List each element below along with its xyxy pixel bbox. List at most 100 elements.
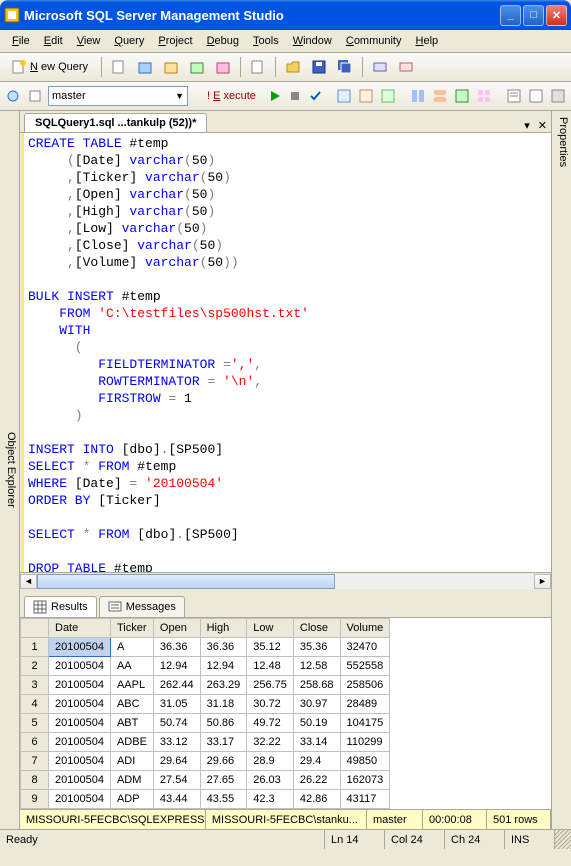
cell[interactable]: 50.74 <box>153 714 200 733</box>
menu-query[interactable]: Query <box>108 33 150 49</box>
table-row[interactable]: 820100504ADM27.5427.6526.0326.22162073 <box>21 771 390 790</box>
maximize-button[interactable]: □ <box>523 5 544 26</box>
col-header[interactable]: High <box>200 619 247 638</box>
stop-button[interactable] <box>287 85 303 107</box>
tb2-btn-2[interactable] <box>26 85 44 107</box>
tb2-btn-5[interactable] <box>379 85 397 107</box>
col-header[interactable]: Low <box>247 619 294 638</box>
cell[interactable]: 104175 <box>340 714 390 733</box>
cell[interactable]: 263.29 <box>200 676 247 695</box>
cell[interactable]: 9 <box>21 790 49 809</box>
execute-button[interactable]: ! Execute <box>200 87 263 105</box>
results-grid[interactable]: DateTickerOpenHighLowCloseVolume12010050… <box>20 618 551 809</box>
cell[interactable]: 256.75 <box>247 676 294 695</box>
tb2-btn-1[interactable] <box>4 85 22 107</box>
cell[interactable]: 12.58 <box>293 657 340 676</box>
cell[interactable]: ADI <box>110 752 153 771</box>
cell[interactable]: 30.97 <box>293 695 340 714</box>
cell[interactable]: 1 <box>21 638 49 657</box>
cell[interactable]: 258506 <box>340 676 390 695</box>
cell[interactable]: 4 <box>21 695 49 714</box>
save-button[interactable] <box>308 56 330 78</box>
cell[interactable]: 35.36 <box>293 638 340 657</box>
cell[interactable]: 7 <box>21 752 49 771</box>
cell[interactable]: 33.14 <box>293 733 340 752</box>
tb2-btn-3[interactable] <box>335 85 353 107</box>
object-explorer-tab[interactable]: Object Explorer <box>0 111 20 829</box>
tb-btn-5[interactable] <box>212 56 234 78</box>
cell[interactable]: ADP <box>110 790 153 809</box>
cell[interactable]: 27.65 <box>200 771 247 790</box>
cell[interactable]: 6 <box>21 733 49 752</box>
col-header[interactable]: Open <box>153 619 200 638</box>
cell[interactable]: 3 <box>21 676 49 695</box>
resize-grip[interactable] <box>555 830 571 849</box>
menu-project[interactable]: Project <box>152 33 198 49</box>
menu-debug[interactable]: Debug <box>201 33 245 49</box>
scroll-right-button[interactable]: ► <box>534 574 551 589</box>
menu-view[interactable]: View <box>71 33 107 49</box>
document-tab[interactable]: SQLQuery1.sql ...tankulp (52))* <box>24 113 207 132</box>
tb-btn-8[interactable] <box>395 56 417 78</box>
cell[interactable]: 20100504 <box>49 752 111 771</box>
cell[interactable]: 32.22 <box>247 733 294 752</box>
save-all-button[interactable] <box>334 56 356 78</box>
cell[interactable]: 49850 <box>340 752 390 771</box>
cell[interactable]: 43.44 <box>153 790 200 809</box>
debug-run-button[interactable] <box>267 85 283 107</box>
cell[interactable]: 8 <box>21 771 49 790</box>
cell[interactable]: ADBE <box>110 733 153 752</box>
cell[interactable]: 12.94 <box>200 657 247 676</box>
table-row[interactable]: 620100504ADBE33.1233.1732.2233.14110299 <box>21 733 390 752</box>
cell[interactable]: 29.64 <box>153 752 200 771</box>
cell[interactable]: AA <box>110 657 153 676</box>
menu-help[interactable]: Help <box>410 33 445 49</box>
cell[interactable]: 28.9 <box>247 752 294 771</box>
cell[interactable]: 110299 <box>340 733 390 752</box>
cell[interactable]: 31.18 <box>200 695 247 714</box>
scroll-left-button[interactable]: ◄ <box>20 574 37 589</box>
table-row[interactable]: 120100504A36.3636.3635.1235.3632470 <box>21 638 390 657</box>
code-editor[interactable]: CREATE TABLE #temp ([Date] varchar(50) ,… <box>20 133 551 572</box>
cell[interactable]: 29.4 <box>293 752 340 771</box>
table-row[interactable]: 420100504ABC31.0531.1830.7230.9728489 <box>21 695 390 714</box>
cell[interactable]: A <box>110 638 153 657</box>
database-combo[interactable]: master ▼ <box>48 86 188 106</box>
cell[interactable]: 20100504 <box>49 714 111 733</box>
cell[interactable]: 36.36 <box>153 638 200 657</box>
col-header[interactable]: Ticker <box>110 619 153 638</box>
editor-hscrollbar[interactable]: ◄ ► <box>20 572 551 589</box>
cell[interactable]: 20100504 <box>49 638 111 657</box>
cell[interactable]: 12.48 <box>247 657 294 676</box>
cell[interactable]: 33.17 <box>200 733 247 752</box>
cell[interactable]: 43117 <box>340 790 390 809</box>
cell[interactable]: 28489 <box>340 695 390 714</box>
cell[interactable]: 36.36 <box>200 638 247 657</box>
table-row[interactable]: 320100504AAPL262.44263.29256.75258.68258… <box>21 676 390 695</box>
cell[interactable]: 42.3 <box>247 790 294 809</box>
results-tab[interactable]: Results <box>24 596 97 617</box>
table-row[interactable]: 920100504ADP43.4443.5542.342.8643117 <box>21 790 390 809</box>
tb-btn-7[interactable] <box>369 56 391 78</box>
menu-community[interactable]: Community <box>340 33 408 49</box>
cell[interactable]: 20100504 <box>49 733 111 752</box>
cell[interactable]: 50.19 <box>293 714 340 733</box>
tb-btn-4[interactable] <box>186 56 208 78</box>
menu-file[interactable]: File <box>6 33 36 49</box>
table-row[interactable]: 720100504ADI29.6429.6628.929.449850 <box>21 752 390 771</box>
cell[interactable]: 26.03 <box>247 771 294 790</box>
cell[interactable]: 30.72 <box>247 695 294 714</box>
cell[interactable]: 258.68 <box>293 676 340 695</box>
cell[interactable]: 2 <box>21 657 49 676</box>
tb2-btn-8[interactable] <box>453 85 471 107</box>
cell[interactable]: 27.54 <box>153 771 200 790</box>
tb2-btn-10[interactable] <box>505 85 523 107</box>
cell[interactable]: 552558 <box>340 657 390 676</box>
cell[interactable]: 12.94 <box>153 657 200 676</box>
col-header[interactable]: Date <box>49 619 111 638</box>
messages-tab[interactable]: Messages <box>99 596 185 617</box>
cell[interactable]: 35.12 <box>247 638 294 657</box>
cell[interactable]: 20100504 <box>49 657 111 676</box>
tb2-btn-4[interactable] <box>357 85 375 107</box>
tab-close[interactable]: ✕ <box>534 119 551 132</box>
